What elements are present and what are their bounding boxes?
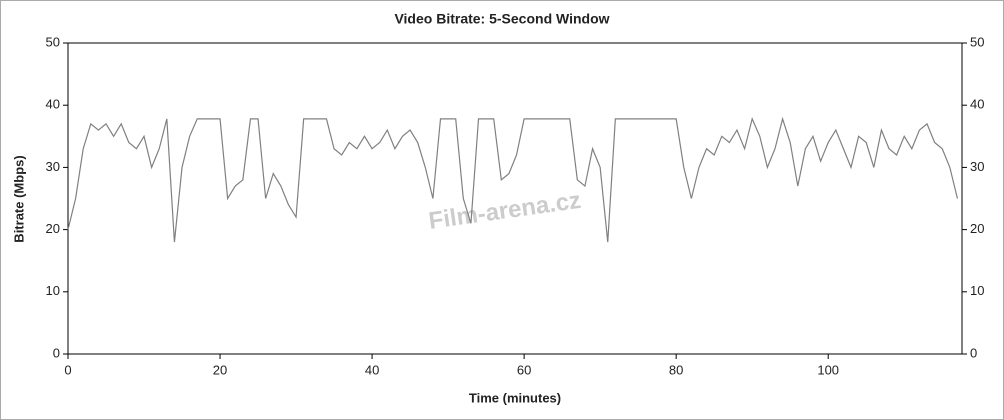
x-tick-label: 40 bbox=[365, 362, 379, 377]
x-axis-label: Time (minutes) bbox=[469, 390, 561, 405]
y-axis-label: Bitrate (Mbps) bbox=[11, 155, 26, 242]
chart-title: Video Bitrate: 5-Second Window bbox=[394, 11, 609, 27]
y-tick-label: 40 bbox=[46, 97, 60, 112]
line-series bbox=[67, 116, 959, 243]
y-tick-label: 50 bbox=[46, 34, 60, 49]
x-tick-label: 60 bbox=[517, 362, 531, 377]
y2-tick-label: 0 bbox=[970, 345, 977, 360]
y2-tick-label: 30 bbox=[970, 159, 984, 174]
x-tick-label: 0 bbox=[64, 362, 71, 377]
x-tick-label: 80 bbox=[669, 362, 683, 377]
y2-tick-label: 40 bbox=[970, 97, 984, 112]
y2-tick-label: 20 bbox=[970, 221, 984, 236]
x-tick-label: 100 bbox=[817, 362, 839, 377]
y-tick-label: 20 bbox=[46, 221, 60, 236]
plot-area bbox=[67, 42, 963, 355]
y2-tick-label: 50 bbox=[970, 34, 984, 49]
y2-tick-label: 10 bbox=[970, 283, 984, 298]
y-tick-label: 0 bbox=[53, 345, 60, 360]
y-tick-label: 30 bbox=[46, 159, 60, 174]
x-tick-label: 20 bbox=[213, 362, 227, 377]
y-tick-label: 10 bbox=[46, 283, 60, 298]
